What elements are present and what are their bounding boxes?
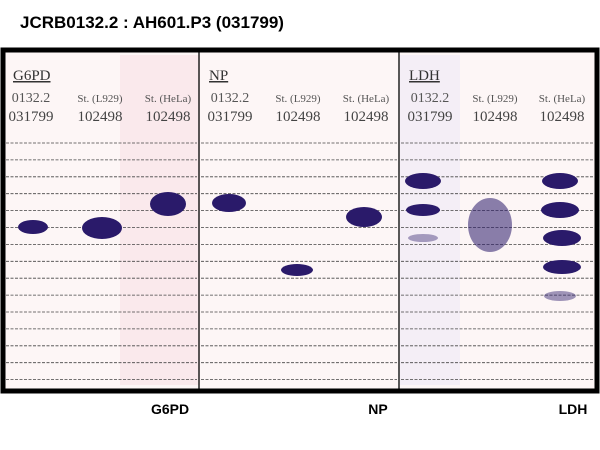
lane-id: 102498: [276, 109, 321, 125]
band: [18, 220, 48, 234]
band: [281, 264, 313, 276]
lane-label: 0132.2: [211, 91, 250, 106]
band: [543, 260, 581, 274]
lane-label: St. (HeLa): [145, 93, 192, 105]
band: [346, 207, 382, 227]
enzyme-label: G6PD: [151, 401, 189, 417]
band: [468, 198, 512, 252]
lane-id: 102498: [146, 109, 191, 125]
band: [541, 202, 579, 218]
band: [82, 217, 122, 239]
lane-id: 031799: [408, 109, 453, 125]
lane-label: St. (L929): [77, 93, 123, 105]
band: [212, 194, 246, 212]
lane-id: 102498: [473, 109, 518, 125]
lane-id: 031799: [9, 109, 54, 125]
band: [406, 204, 440, 216]
band: [150, 192, 186, 216]
band: [542, 173, 578, 189]
lane-label: 0132.2: [411, 91, 450, 106]
gel-frame: [0, 47, 600, 394]
figure-title: JCRB0132.2 : AH601.P3 (031799): [20, 13, 284, 32]
panel-title: G6PD: [13, 68, 51, 84]
panel-title: NP: [209, 68, 228, 84]
lane-label: St. (HeLa): [343, 93, 390, 105]
lane-id: 102498: [540, 109, 585, 125]
lane-id: 102498: [344, 109, 389, 125]
band: [408, 234, 438, 242]
lane-label: St. (L929): [275, 93, 321, 105]
lane-label: St. (L929): [472, 93, 518, 105]
lane-id: 031799: [208, 109, 253, 125]
band: [405, 173, 441, 189]
gel-tint: [400, 55, 460, 385]
band: [544, 291, 576, 301]
lane-label: 0132.2: [12, 91, 51, 106]
enzyme-label: NP: [368, 401, 387, 417]
bands: [18, 173, 581, 301]
band: [543, 230, 581, 246]
lane-id: 102498: [78, 109, 123, 125]
gel-tint: [120, 55, 200, 385]
lane-label: St. (HeLa): [539, 93, 586, 105]
panel-title: LDH: [409, 68, 440, 84]
enzyme-label: LDH: [559, 401, 588, 417]
